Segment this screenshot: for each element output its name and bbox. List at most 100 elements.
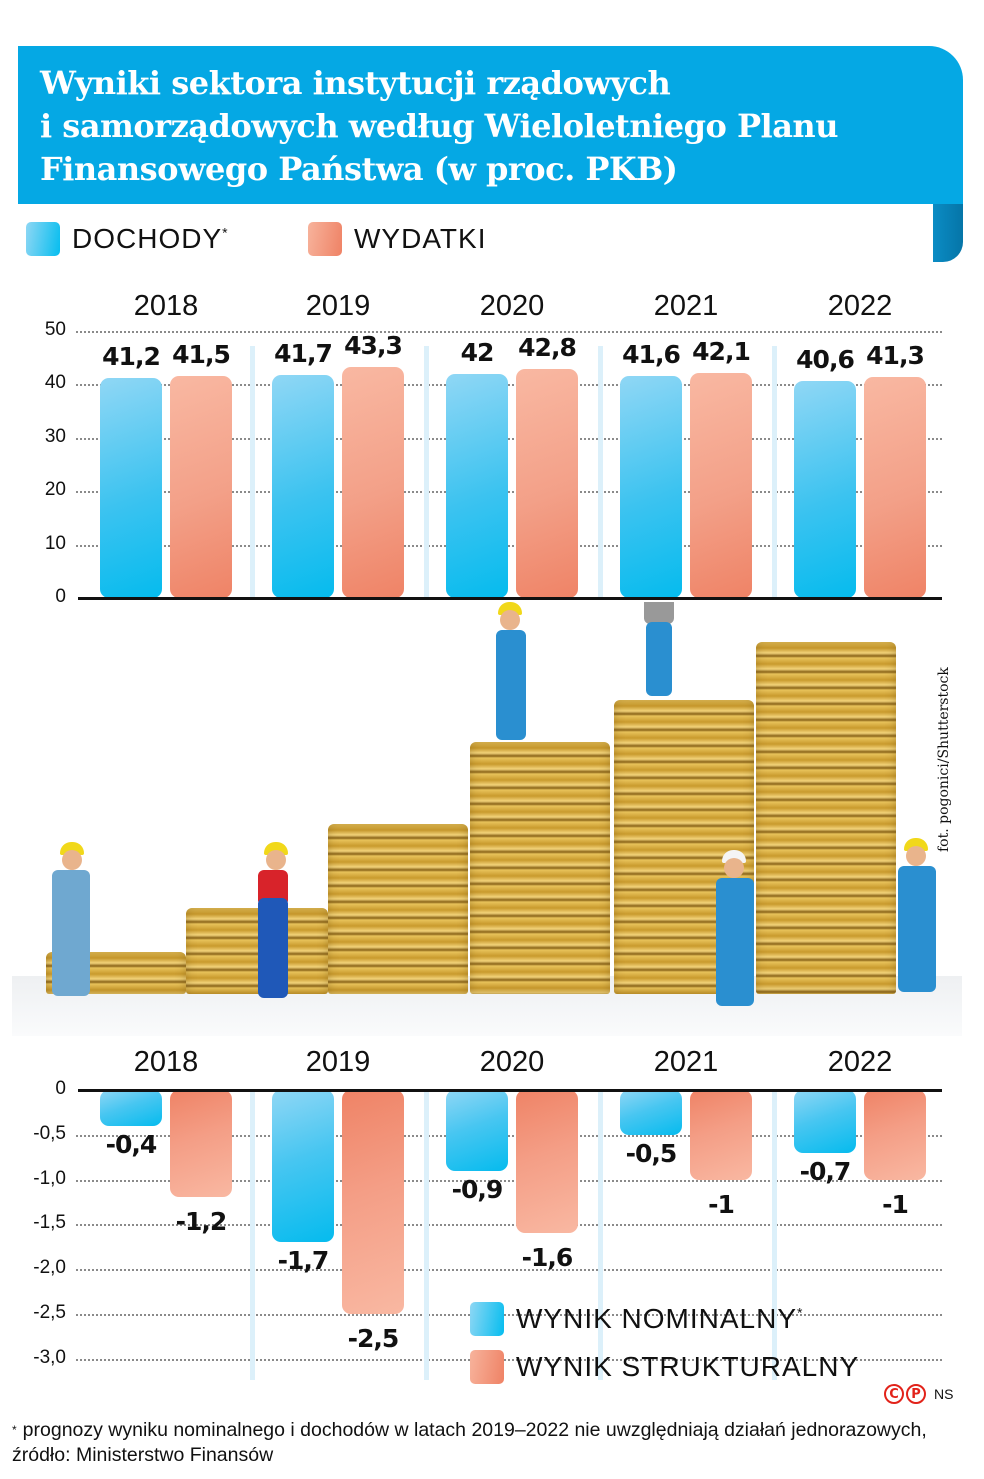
footnote: * prognozy wyniku nominalnego i dochodów … xyxy=(12,1418,972,1468)
coin-stack-6 xyxy=(756,642,896,994)
value-label: 41,7 xyxy=(274,339,333,369)
value-label: -1 xyxy=(882,1189,909,1219)
gridline xyxy=(76,1134,942,1137)
group-separator xyxy=(772,1090,777,1380)
value-label: 41,3 xyxy=(866,341,925,371)
year-label: 2022 xyxy=(827,290,893,322)
title-line-1: Wyniki sektora instytucji rządowych xyxy=(40,64,671,102)
bar-wynik-nominalny-2020 xyxy=(446,1090,508,1171)
bar-dochody-2022 xyxy=(794,381,856,598)
zero-axis xyxy=(78,597,942,600)
legend-label: WYNIK NOMINALNY* xyxy=(516,1303,804,1334)
y-tick-label: 10 xyxy=(44,532,66,554)
worker-figure-5 xyxy=(710,850,760,1010)
value-label: -1,6 xyxy=(521,1243,574,1273)
title-banner xyxy=(18,46,963,204)
bar-wynik-strukturalny-2018 xyxy=(170,1090,232,1198)
value-label: -1,7 xyxy=(277,1246,330,1276)
legend-swatch-red xyxy=(470,1350,504,1384)
legend-item-wynik-nominalny: WYNIK NOMINALNY* xyxy=(470,1302,803,1336)
photo-credit: fot. pogonici/Shutterstock xyxy=(936,667,952,852)
y-tick-label: -1,5 xyxy=(33,1212,66,1234)
group-separator xyxy=(598,346,603,598)
coin-stack-2 xyxy=(186,908,328,994)
phonogram-icon: P xyxy=(906,1384,926,1404)
value-label: 41,5 xyxy=(172,340,231,370)
legend-item-dochody: DOCHODY* xyxy=(26,222,229,256)
y-tick-label: 40 xyxy=(44,372,66,394)
legend-label: WYNIK STRUKTURALNY xyxy=(516,1351,860,1382)
bar-wynik-strukturalny-2019 xyxy=(342,1090,404,1314)
y-tick-label: -1,0 xyxy=(33,1167,66,1189)
gridline xyxy=(76,1313,942,1316)
legend-swatch-blue xyxy=(26,222,60,256)
group-separator xyxy=(250,346,255,598)
value-label: -0,5 xyxy=(625,1138,678,1168)
gridline xyxy=(76,384,942,387)
year-label: 2022 xyxy=(827,1046,893,1078)
group-separator xyxy=(424,1090,429,1380)
y-tick-label: 30 xyxy=(44,425,66,447)
title-line-3: Finansowego Państwa (w proc. PKB) xyxy=(40,150,678,188)
year-label: 2020 xyxy=(479,290,545,322)
bar-wynik-strukturalny-2021 xyxy=(690,1090,752,1180)
y-tick-label: -0,5 xyxy=(33,1122,66,1144)
group-separator xyxy=(424,346,429,598)
bar-dochody-2021 xyxy=(620,375,682,598)
bar-wydatki-2021 xyxy=(690,373,752,598)
author-initials: NS xyxy=(934,1386,954,1402)
y-tick-label: 20 xyxy=(44,479,66,501)
value-label: 41,2 xyxy=(102,341,161,371)
bar-dochody-2020 xyxy=(446,373,508,598)
gridline xyxy=(76,491,942,494)
value-label: -1 xyxy=(708,1189,735,1219)
copyright-badge: C P NS xyxy=(884,1384,953,1404)
gridline xyxy=(76,437,942,440)
value-label: 42 xyxy=(460,337,495,367)
worker-figure-4 xyxy=(636,602,682,698)
y-tick-label: -2,0 xyxy=(33,1257,66,1278)
bar-dochody-2019 xyxy=(272,375,334,598)
bar-wydatki-2020 xyxy=(516,369,578,598)
y-tick-label: 0 xyxy=(55,1078,66,1099)
coins-workers-photo xyxy=(12,602,962,1036)
bar-dochody-2018 xyxy=(100,377,162,598)
year-label: 2020 xyxy=(479,1046,545,1078)
bar-wynik-strukturalny-2022 xyxy=(864,1090,926,1180)
value-label: 40,6 xyxy=(796,345,855,375)
bar-wynik-nominalny-2021 xyxy=(620,1090,682,1135)
footnote-text: prognozy wyniku nominalnego i dochodów w… xyxy=(12,1419,927,1466)
value-label: 41,6 xyxy=(622,339,681,369)
title-line-2: i samorządowych według Wieloletniego Pla… xyxy=(40,107,838,145)
legend-swatch-blue xyxy=(470,1302,504,1336)
value-label: -0,9 xyxy=(451,1174,504,1204)
gridline xyxy=(76,331,942,333)
gridline xyxy=(76,1269,942,1271)
value-label: -0,4 xyxy=(105,1129,158,1159)
gridline xyxy=(76,1358,942,1361)
year-label: 2021 xyxy=(653,290,719,322)
worker-figure-6 xyxy=(892,838,942,998)
y-tick-label: 50 xyxy=(44,319,66,340)
gridline xyxy=(76,544,942,547)
chart-balance: 0 -0,5 -1,0 -1,5 -2,0 -2,5 -3,0 2018 2019 2020 202… xyxy=(0,1040,984,1380)
chart-title: Wyniki sektora instytucji rządowych i sa… xyxy=(40,62,940,191)
year-label: 2021 xyxy=(653,1046,719,1078)
value-label: -1,2 xyxy=(175,1207,228,1237)
value-label: 42,1 xyxy=(692,337,751,367)
bar-wynik-nominalny-2018 xyxy=(100,1090,162,1126)
legend-label: WYDATKI xyxy=(354,223,487,254)
legend-label: DOCHODY* xyxy=(72,223,229,254)
bar-wydatki-2022 xyxy=(864,377,926,598)
worker-figure-3 xyxy=(492,602,532,742)
value-label: -2,5 xyxy=(347,1323,400,1353)
legend-item-wynik-strukturalny: WYNIK STRUKTURALNY xyxy=(470,1350,859,1384)
value-label: -0,7 xyxy=(799,1156,852,1186)
coin-stack-3 xyxy=(328,824,468,994)
bar-wynik-nominalny-2022 xyxy=(794,1090,856,1153)
legend-top: DOCHODY* WYDATKI xyxy=(0,220,984,260)
chart-revenue-expenditure: 50 40 30 20 10 0 2018 2019 2020 2021 2022 41,2 41,7 4… xyxy=(0,0,984,610)
bar-wydatki-2018 xyxy=(170,376,232,598)
coin-stack-4 xyxy=(470,742,610,994)
footnote-marker: * xyxy=(12,1423,17,1437)
